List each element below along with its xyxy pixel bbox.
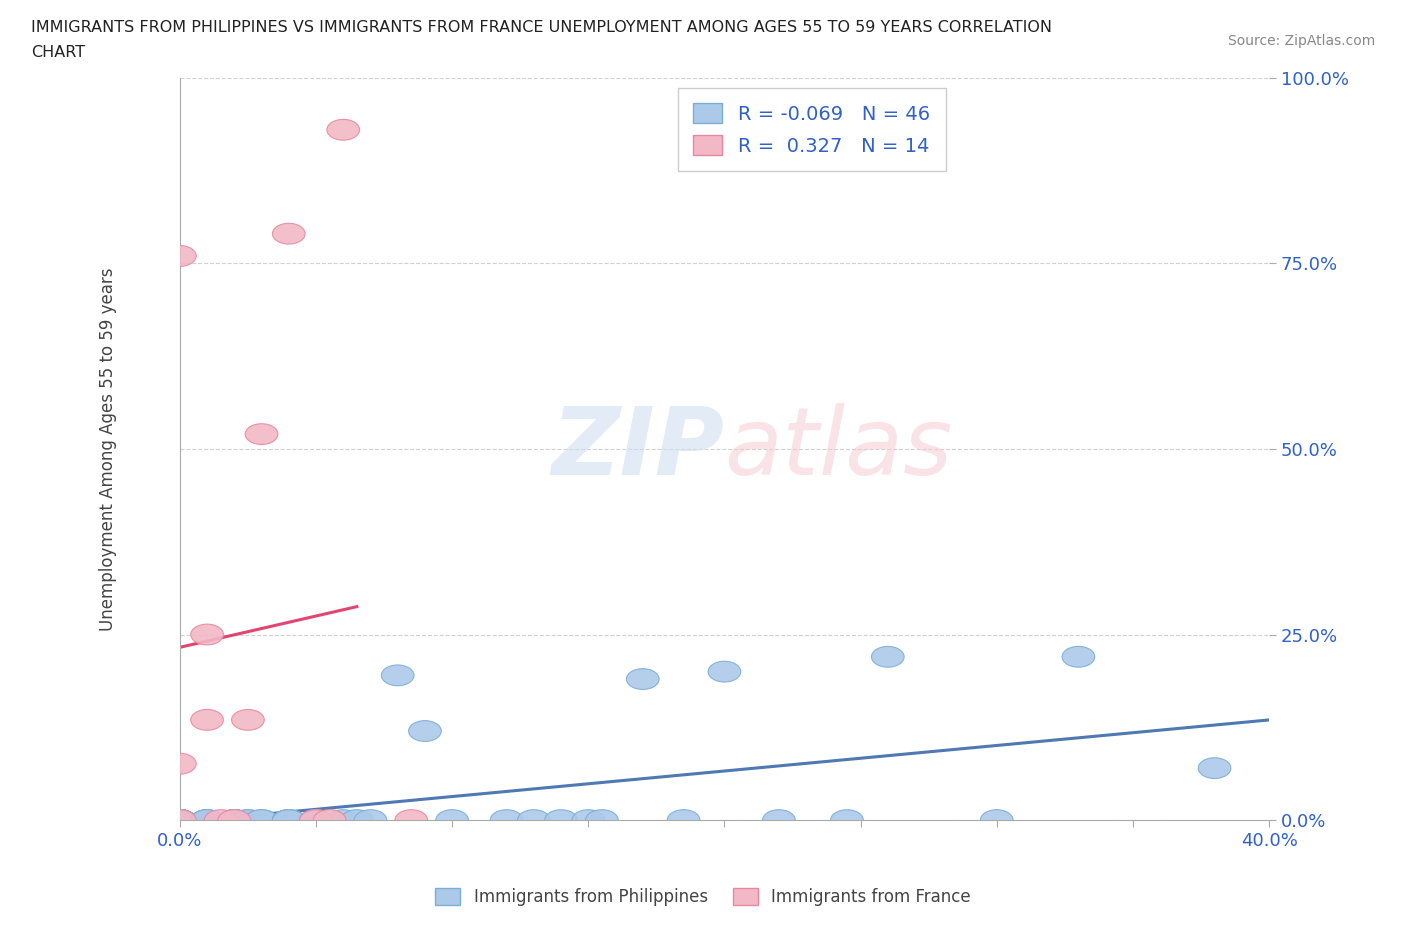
Ellipse shape	[340, 810, 373, 830]
Ellipse shape	[218, 810, 250, 830]
Ellipse shape	[273, 810, 305, 830]
Ellipse shape	[273, 223, 305, 244]
Y-axis label: Unemployment Among Ages 55 to 59 years: Unemployment Among Ages 55 to 59 years	[100, 267, 117, 631]
Ellipse shape	[245, 424, 278, 445]
Ellipse shape	[218, 810, 250, 830]
Ellipse shape	[409, 721, 441, 741]
Ellipse shape	[191, 710, 224, 730]
Ellipse shape	[668, 810, 700, 830]
Ellipse shape	[245, 810, 278, 830]
Ellipse shape	[218, 810, 250, 830]
Ellipse shape	[163, 810, 197, 830]
Ellipse shape	[163, 810, 197, 830]
Text: Source: ZipAtlas.com: Source: ZipAtlas.com	[1227, 34, 1375, 48]
Ellipse shape	[381, 665, 413, 685]
Ellipse shape	[544, 810, 578, 830]
Ellipse shape	[218, 810, 250, 830]
Ellipse shape	[163, 246, 197, 266]
Ellipse shape	[627, 669, 659, 689]
Ellipse shape	[328, 119, 360, 140]
Ellipse shape	[395, 810, 427, 830]
Ellipse shape	[191, 810, 224, 830]
Ellipse shape	[709, 661, 741, 682]
Ellipse shape	[299, 810, 332, 830]
Ellipse shape	[204, 810, 238, 830]
Ellipse shape	[191, 810, 224, 830]
Ellipse shape	[163, 810, 197, 830]
Ellipse shape	[831, 810, 863, 830]
Ellipse shape	[191, 810, 224, 830]
Ellipse shape	[872, 646, 904, 667]
Text: IMMIGRANTS FROM PHILIPPINES VS IMMIGRANTS FROM FRANCE UNEMPLOYMENT AMONG AGES 55: IMMIGRANTS FROM PHILIPPINES VS IMMIGRANT…	[31, 20, 1052, 35]
Ellipse shape	[273, 810, 305, 830]
Ellipse shape	[163, 810, 197, 830]
Ellipse shape	[1062, 646, 1095, 667]
Ellipse shape	[517, 810, 550, 830]
Ellipse shape	[163, 810, 197, 830]
Ellipse shape	[232, 810, 264, 830]
Text: atlas: atlas	[724, 404, 953, 495]
Ellipse shape	[299, 810, 332, 830]
Ellipse shape	[1198, 758, 1230, 778]
Ellipse shape	[328, 810, 360, 830]
Ellipse shape	[299, 810, 332, 830]
Ellipse shape	[191, 624, 224, 644]
Ellipse shape	[354, 810, 387, 830]
Ellipse shape	[572, 810, 605, 830]
Ellipse shape	[163, 810, 197, 830]
Ellipse shape	[218, 810, 250, 830]
Ellipse shape	[491, 810, 523, 830]
Ellipse shape	[245, 810, 278, 830]
Ellipse shape	[232, 710, 264, 730]
Ellipse shape	[163, 810, 197, 830]
Text: ZIP: ZIP	[551, 403, 724, 495]
Ellipse shape	[163, 810, 197, 830]
Ellipse shape	[436, 810, 468, 830]
Ellipse shape	[980, 810, 1014, 830]
Ellipse shape	[585, 810, 619, 830]
Ellipse shape	[163, 810, 197, 830]
Ellipse shape	[163, 810, 197, 830]
Text: CHART: CHART	[31, 45, 84, 60]
Legend: Immigrants from Philippines, Immigrants from France: Immigrants from Philippines, Immigrants …	[429, 881, 977, 912]
Ellipse shape	[762, 810, 796, 830]
Ellipse shape	[232, 810, 264, 830]
Ellipse shape	[314, 810, 346, 830]
Ellipse shape	[273, 810, 305, 830]
Ellipse shape	[163, 810, 197, 830]
Ellipse shape	[163, 753, 197, 774]
Legend: R = -0.069   N = 46, R =  0.327   N = 14: R = -0.069 N = 46, R = 0.327 N = 14	[678, 87, 946, 171]
